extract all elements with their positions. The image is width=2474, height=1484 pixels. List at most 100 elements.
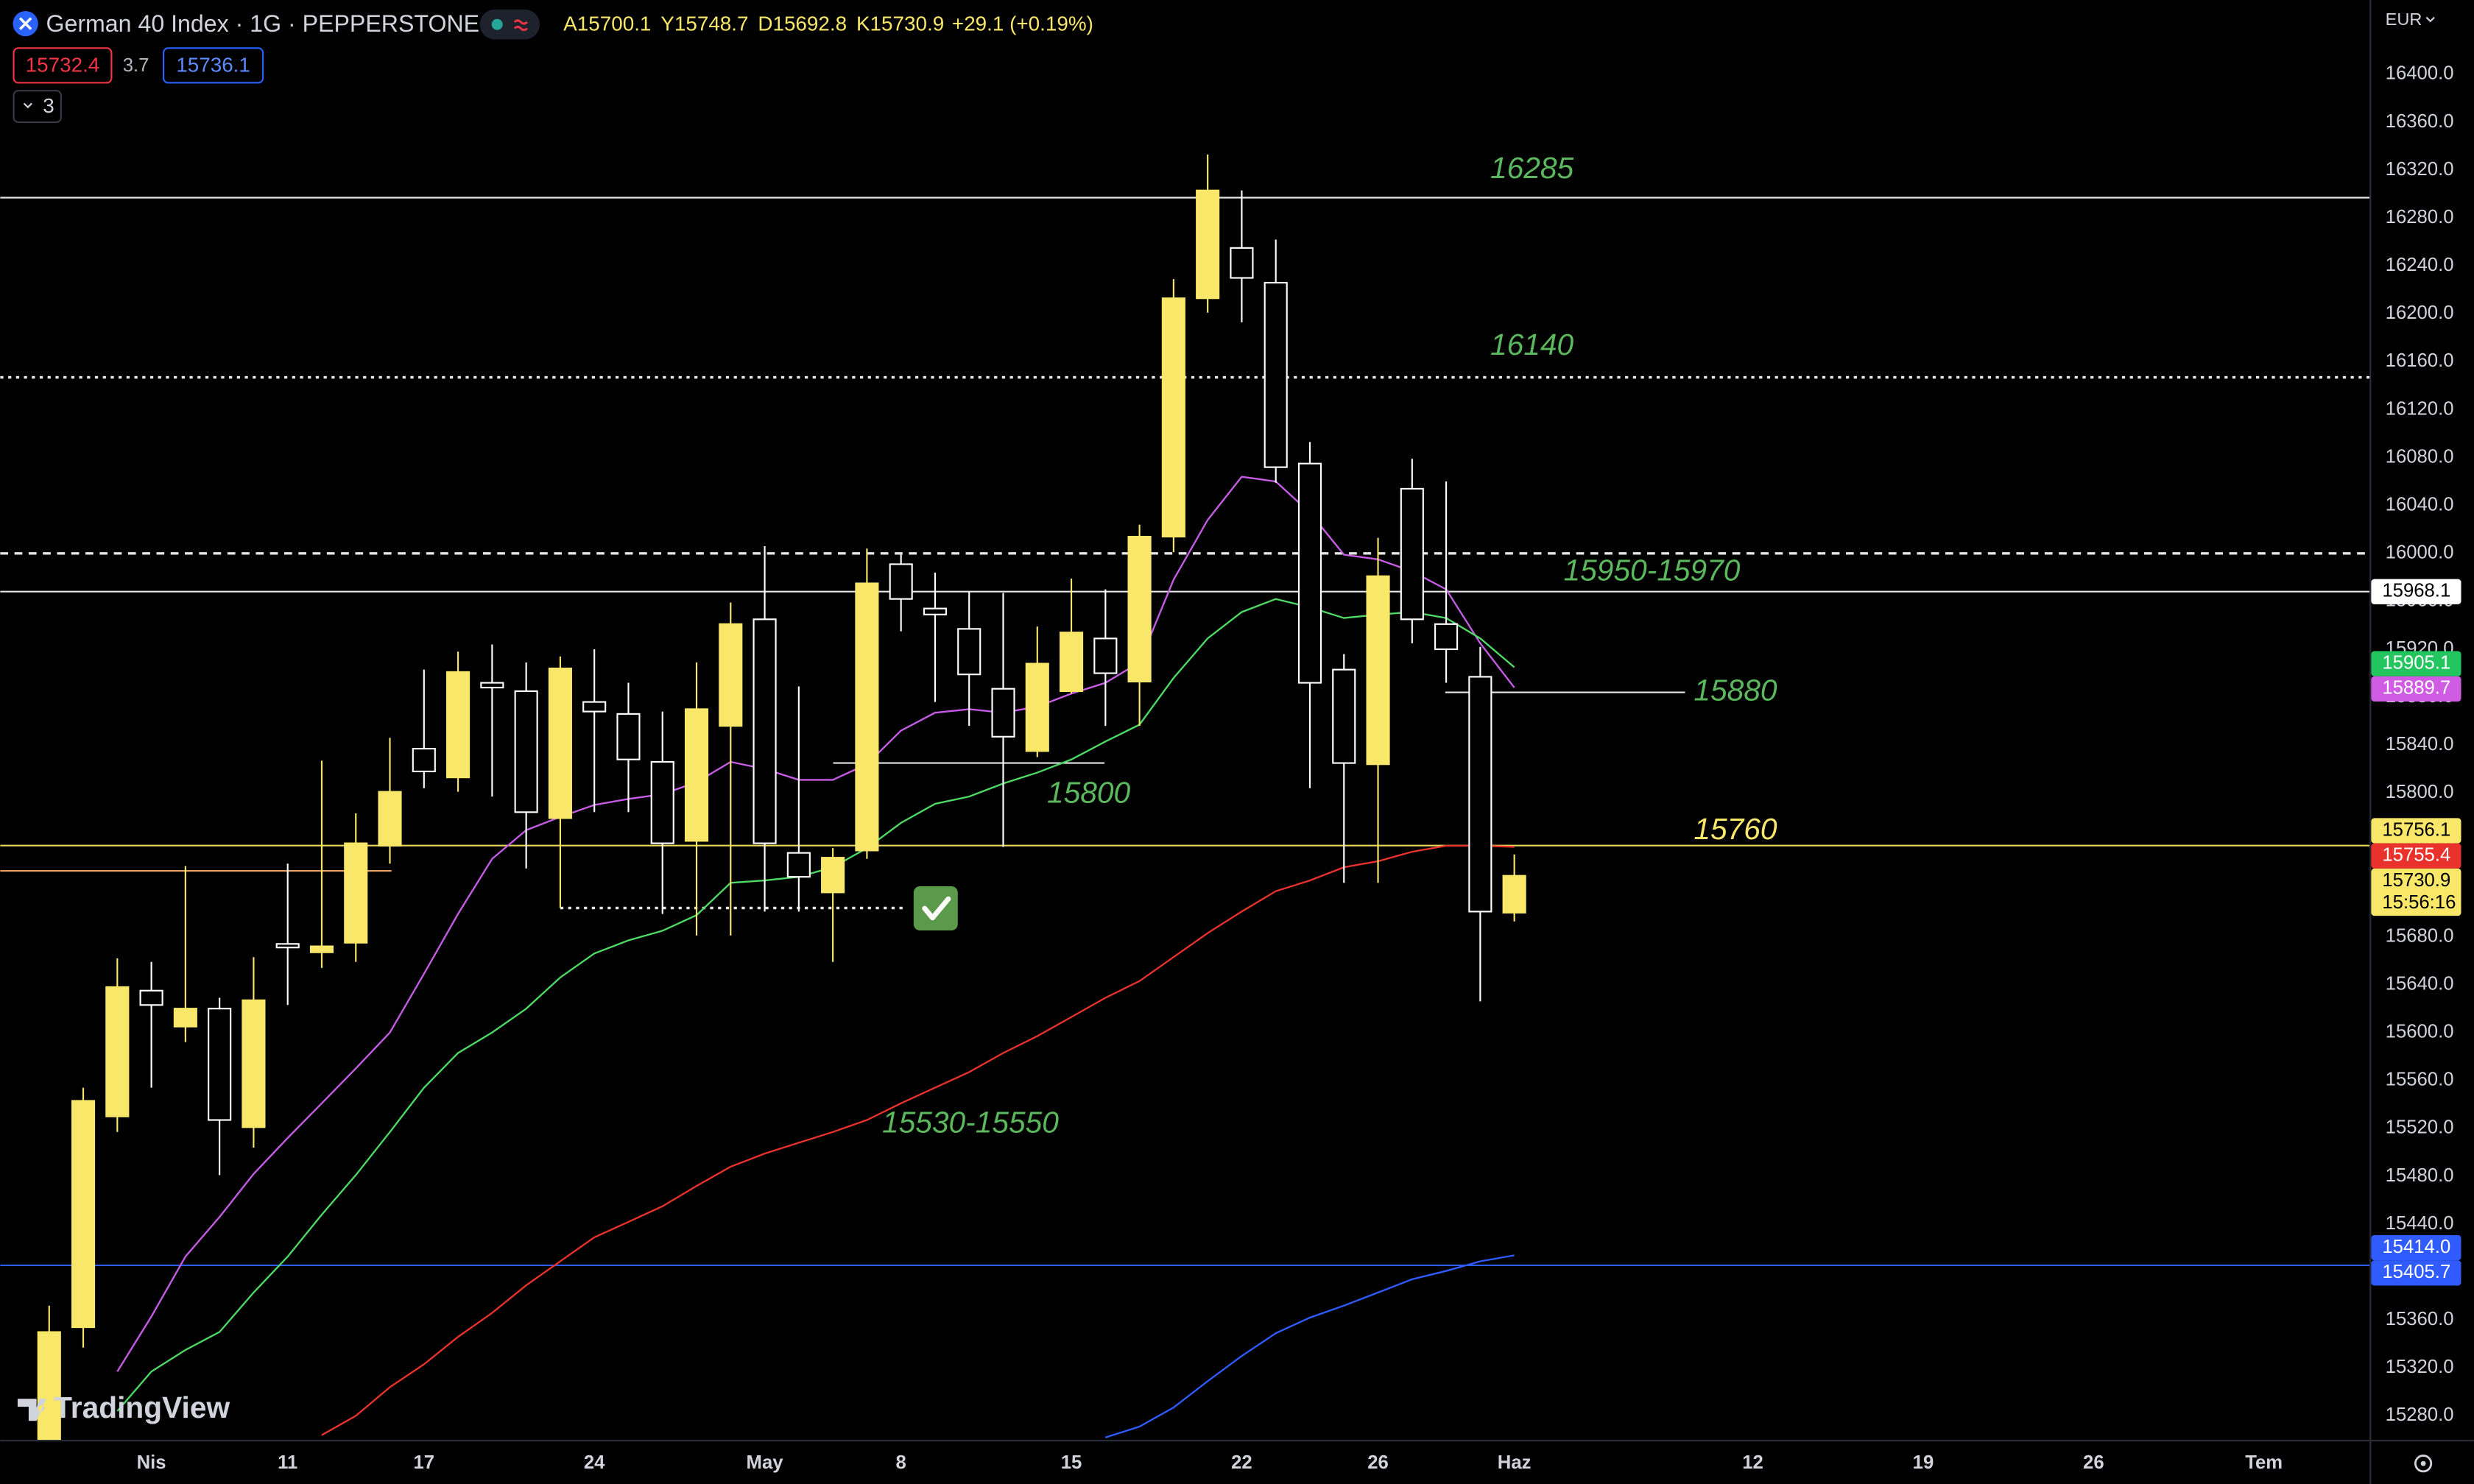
candle-body — [1059, 632, 1084, 693]
ohlc-label: K — [856, 13, 870, 35]
y-tick-label: 16160.0 — [2386, 350, 2454, 371]
y-tick-label: 15640.0 — [2386, 973, 2454, 994]
price-label: 15414.0 — [2382, 1237, 2450, 1257]
price-label-box — [2371, 651, 2461, 676]
x-tick-label: 15 — [1061, 1452, 1082, 1473]
candle-body — [786, 852, 811, 878]
annotation: 15530-15550 — [882, 1105, 1059, 1139]
price-label-box — [2371, 868, 2461, 916]
price-label-box — [2371, 843, 2461, 869]
y-tick-label: 15360.0 — [2386, 1309, 2454, 1329]
ohlc-label: D — [758, 13, 772, 35]
ohlc-value: 15700.1 — [577, 13, 652, 35]
candle-body — [855, 582, 879, 852]
status-dot — [491, 18, 503, 30]
price-label-box — [2371, 1260, 2461, 1286]
x-tick-label: 24 — [584, 1452, 605, 1473]
annotation: 16285 — [1490, 151, 1574, 185]
y-tick-label: 16280.0 — [2386, 207, 2454, 227]
y-tick-label: 15680.0 — [2386, 925, 2454, 946]
candle-body — [173, 1008, 197, 1028]
candle-body — [1127, 535, 1152, 683]
candle-body — [208, 1008, 232, 1121]
candle-body — [37, 1331, 61, 1441]
x-tick-label: 11 — [278, 1452, 297, 1473]
annotation: 15760 — [1694, 812, 1777, 846]
candle-body — [582, 701, 607, 713]
moving-average — [321, 844, 1515, 1436]
price-label: 15905.1 — [2382, 652, 2450, 673]
annotation: 16140 — [1490, 328, 1574, 361]
candle-body — [139, 989, 163, 1006]
candle-body — [923, 607, 948, 615]
logo-text: TradingView — [54, 1391, 230, 1424]
y-tick-label: 16400.0 — [2386, 63, 2454, 84]
indicators-toggle[interactable] — [13, 90, 62, 124]
y-tick-label: 16320.0 — [2386, 159, 2454, 180]
candle-body — [344, 842, 368, 944]
status-wave — [513, 19, 528, 32]
candle-body — [242, 999, 266, 1128]
plot-area: 16285 16140 15950-15970 15880 15800 15530-155… — [0, 151, 2370, 1443]
spread: 3.7 — [123, 55, 149, 76]
candle-body — [1230, 247, 1254, 279]
symbol-logo-mark — [18, 17, 32, 30]
ask-box[interactable] — [163, 47, 264, 84]
check-icon — [913, 886, 958, 931]
check-mark — [922, 896, 951, 921]
indicators-chevron — [23, 102, 32, 109]
candle-body — [309, 945, 334, 953]
candle-body — [616, 713, 641, 760]
x-tick-label: 12 — [1742, 1452, 1763, 1473]
logo-icon — [17, 1399, 46, 1421]
price-countdown: 15:56:16 — [2382, 892, 2456, 913]
candle-body — [1502, 875, 1526, 914]
price-label: 15755.4 — [2382, 845, 2450, 866]
y-tick-label: 16240.0 — [2386, 255, 2454, 275]
candle-body — [991, 688, 1015, 738]
candle-body — [719, 623, 743, 727]
overlay: TradingView — [17, 886, 958, 1424]
price-label-box — [2371, 818, 2461, 844]
candle-body — [1400, 487, 1424, 621]
currency[interactable]: EUR — [2386, 10, 2422, 29]
candle-body — [1468, 676, 1492, 913]
candle-body — [1332, 668, 1356, 764]
y-tick-label: 15840.0 — [2386, 734, 2454, 755]
annotation: 15950-15970 — [1564, 553, 1741, 587]
ohlc-values: A15700.1 Y15748.7 D15692.8 K15730.9 +29.1 (+… — [563, 13, 1093, 35]
candle-body — [650, 760, 674, 844]
x-tick-label: 17 — [414, 1452, 435, 1473]
candle-body — [548, 667, 572, 819]
x-tick-label: 8 — [896, 1452, 906, 1473]
candle-body — [889, 563, 913, 600]
y-tick-label: 16040.0 — [2386, 495, 2454, 515]
candle-body — [514, 690, 538, 813]
candle-body — [275, 943, 300, 949]
time-axis — [0, 1440, 2474, 1484]
price-label-box — [2371, 579, 2461, 604]
candle-body — [1093, 637, 1118, 674]
ohlc-value: 15748.7 — [674, 13, 749, 35]
status-pill[interactable] — [479, 9, 540, 40]
currency-chevron — [2425, 16, 2435, 23]
y-tick-label: 15280.0 — [2386, 1404, 2454, 1425]
moving-average — [116, 598, 1515, 1412]
y-tick-label: 15440.0 — [2386, 1213, 2454, 1234]
candle-body — [1366, 575, 1390, 766]
candle-body — [1025, 662, 1049, 752]
x-tick-label: Tem — [2245, 1452, 2283, 1473]
indicators-count: 3 — [43, 94, 54, 117]
moving-average — [1104, 1254, 1515, 1438]
y-tick-label: 15800.0 — [2386, 782, 2454, 802]
settings-icon[interactable] — [2414, 1455, 2433, 1473]
header: German 40 Index · 1G · PEPPERSTONE A1570… — [13, 9, 1093, 124]
y-tick-label: 15600.0 — [2386, 1022, 2454, 1042]
y-tick-label: 16000.0 — [2386, 543, 2454, 563]
x-tick-label: May — [747, 1452, 784, 1473]
bid-box[interactable] — [13, 47, 113, 84]
